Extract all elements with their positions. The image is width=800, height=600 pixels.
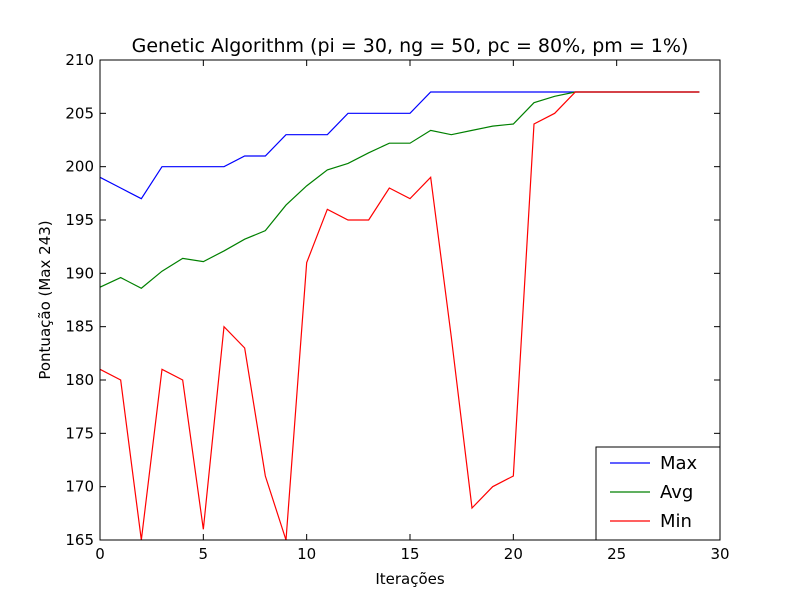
x-axis-label: Iterações (375, 570, 445, 588)
x-tick-label: 15 (400, 545, 419, 563)
legend: Max Avg Min (595, 446, 721, 541)
y-tick-label: 210 (65, 51, 94, 69)
series-line-min (100, 91, 700, 540)
y-tick-label: 195 (65, 211, 94, 229)
legend-frame (595, 446, 721, 541)
x-tick-label: 30 (710, 545, 729, 563)
legend-label-avg: Avg (660, 482, 693, 503)
legend-label-min: Min (660, 511, 692, 532)
y-tick-label: 180 (65, 371, 94, 389)
y-tick-label: 165 (65, 531, 94, 549)
x-tick-label: 10 (297, 545, 316, 563)
series-line-avg (100, 91, 700, 289)
x-tick-label: 5 (199, 545, 209, 563)
y-tick-label: 170 (65, 478, 94, 496)
y-tick-label: 185 (65, 318, 94, 336)
x-tick-label: 0 (95, 545, 105, 563)
x-tick-label: 20 (504, 545, 523, 563)
chart-title: Genetic Algorithm (pi = 30, ng = 50, pc … (132, 35, 689, 57)
y-tick-label: 205 (65, 104, 94, 122)
legend-label-max: Max (660, 453, 698, 474)
y-tick-label: 175 (65, 424, 94, 442)
y-axis-label: Pontuação (Max 243) (36, 220, 54, 379)
axis-ticks: 0 5 10 15 20 25 30 165 170 175 180 185 190 195 200 205 2… (65, 51, 729, 563)
y-tick-label: 190 (65, 264, 94, 282)
y-tick-label: 200 (65, 158, 94, 176)
series-layer (100, 91, 700, 540)
x-tick-label: 25 (607, 545, 626, 563)
series-line-max (100, 91, 700, 200)
